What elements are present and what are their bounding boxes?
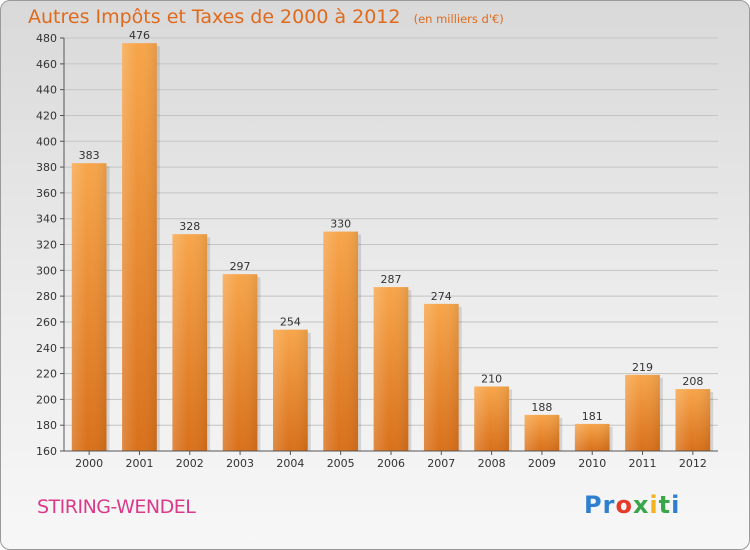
x-tick-label: 2010 (578, 457, 606, 470)
proxiti-logo[interactable]: Proxiti (584, 491, 680, 519)
bar-value-label: 476 (129, 29, 150, 42)
x-tick-label: 2003 (226, 457, 254, 470)
bar-value-label: 287 (381, 273, 402, 286)
bar-value-label: 274 (431, 290, 452, 303)
bar-value-label: 208 (682, 375, 703, 388)
bar-value-label: 254 (280, 316, 301, 329)
logo-letter: i (649, 491, 659, 519)
bar-shine (122, 43, 157, 451)
y-tick-label: 300 (36, 264, 57, 277)
logo-letter: P (584, 491, 603, 519)
y-tick-label: 180 (36, 419, 57, 432)
y-tick-label: 460 (36, 58, 57, 71)
y-tick-label: 280 (36, 290, 57, 303)
y-tick-label: 380 (36, 161, 57, 174)
y-tick-label: 260 (36, 316, 57, 329)
chart-title-row: Autres Impôts et Taxes de 2000 à 2012 (e… (28, 6, 504, 28)
bar-shine (373, 287, 409, 451)
bar-shine (675, 389, 711, 451)
logo-letter: o (615, 491, 633, 519)
x-tick-label: 2005 (327, 457, 355, 470)
logo-letter: t (658, 491, 672, 519)
bar-shine (222, 274, 258, 451)
x-tick-label: 2012 (679, 457, 707, 470)
y-tick-label: 200 (36, 393, 57, 406)
chart-unit-note: (en milliers d'€) (413, 12, 504, 26)
x-tick-label: 2002 (176, 457, 204, 470)
x-tick-label: 2007 (427, 457, 455, 470)
bar-value-label: 210 (481, 372, 502, 385)
bar-value-label: 188 (531, 401, 552, 414)
bar-value-label: 219 (632, 361, 653, 374)
y-tick-label: 240 (36, 342, 57, 355)
x-tick-label: 2001 (125, 457, 153, 470)
y-tick-label: 440 (36, 84, 57, 97)
x-tick-label: 2011 (629, 457, 657, 470)
x-tick-label: 2008 (478, 457, 506, 470)
y-tick-label: 420 (36, 109, 57, 122)
y-tick-label: 360 (36, 187, 57, 200)
city-name: STIRING-WENDEL (37, 496, 196, 518)
bar-shine (625, 374, 660, 451)
bar-shine (423, 303, 459, 451)
y-tick-label: 340 (36, 213, 57, 226)
bar-value-label: 383 (79, 149, 100, 162)
bar-value-label: 330 (330, 218, 351, 231)
bar-value-label: 297 (230, 260, 251, 273)
x-tick-label: 2009 (528, 457, 556, 470)
logo-letter: r (602, 491, 616, 519)
bar-shine (273, 329, 308, 451)
y-tick-label: 220 (36, 368, 57, 381)
x-tick-label: 2000 (75, 457, 103, 470)
x-tick-label: 2006 (377, 457, 405, 470)
bar-shine (574, 423, 610, 451)
bar-value-label: 181 (582, 410, 603, 423)
chart-title: Autres Impôts et Taxes de 2000 à 2012 (28, 6, 401, 28)
y-tick-label: 400 (36, 135, 57, 148)
bar-shine (524, 414, 560, 451)
y-tick-label: 480 (36, 32, 57, 45)
y-tick-label: 160 (36, 445, 57, 458)
bar-shine (474, 386, 509, 451)
bar-shine (71, 163, 107, 452)
bar-shine (323, 231, 359, 451)
bar-shine (172, 234, 208, 451)
x-tick-label: 2004 (276, 457, 304, 470)
logo-letter: i (671, 491, 681, 519)
y-tick-label: 320 (36, 239, 57, 252)
bar-value-label: 328 (179, 220, 200, 233)
logo-letter: x (632, 491, 650, 519)
